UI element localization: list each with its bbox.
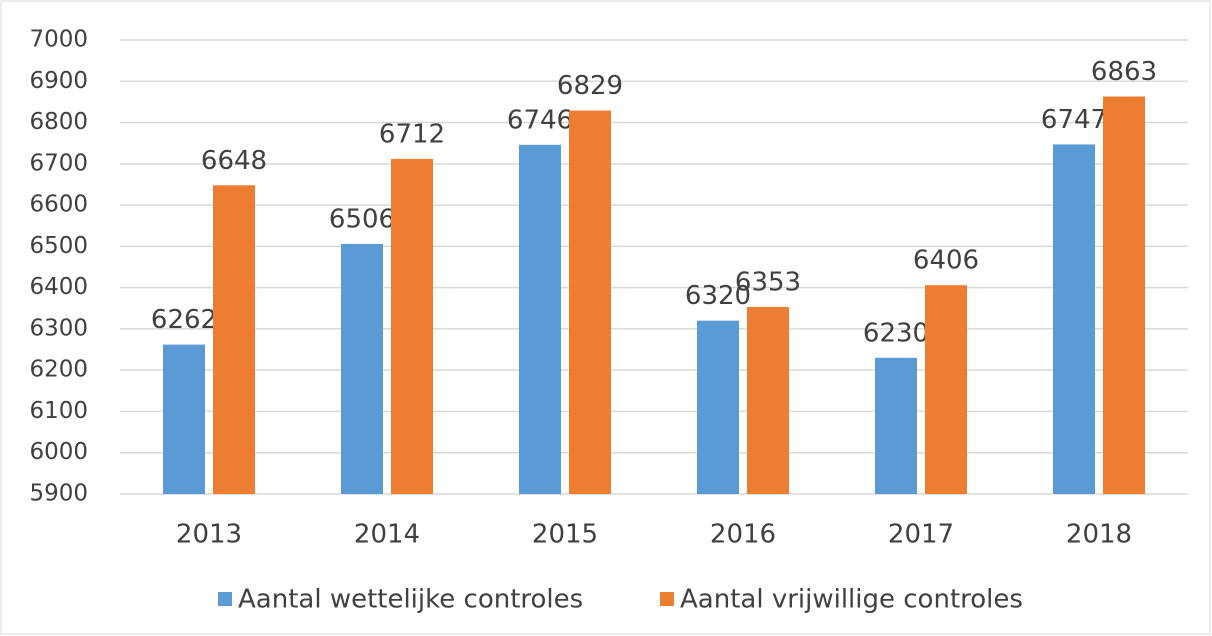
legend-label: Aantal wettelijke controles — [238, 585, 583, 615]
data-label: 6506 — [329, 204, 395, 234]
bar — [875, 357, 917, 494]
legend-swatch — [660, 592, 674, 606]
y-tick-label: 6800 — [29, 109, 88, 135]
data-label: 6320 — [685, 281, 751, 311]
data-label: 6406 — [913, 246, 979, 276]
y-tick-label: 6200 — [29, 357, 88, 383]
y-tick-label: 6600 — [29, 192, 88, 218]
data-label: 6747 — [1041, 105, 1107, 135]
bar — [163, 344, 205, 494]
bar — [1103, 96, 1145, 494]
bar — [391, 158, 433, 494]
bar — [747, 307, 789, 494]
y-tick-label: 6900 — [29, 68, 88, 94]
legend-label: Aantal vrijwillige controles — [680, 585, 1023, 615]
bar — [925, 285, 967, 494]
x-tick-label: 2014 — [354, 520, 420, 550]
x-tick-label: 2017 — [888, 520, 954, 550]
data-label: 6746 — [507, 105, 573, 135]
bar — [519, 144, 561, 494]
legend-swatch — [218, 592, 232, 606]
bar — [697, 320, 739, 494]
data-label: 6712 — [379, 119, 445, 149]
bar — [341, 243, 383, 494]
data-label: 6230 — [863, 318, 929, 348]
y-tick-label: 6000 — [29, 439, 88, 465]
data-label: 6863 — [1091, 57, 1157, 87]
data-label: 6829 — [557, 71, 623, 101]
x-tick-label: 2016 — [710, 520, 776, 550]
data-label: 6353 — [735, 268, 801, 298]
bar — [1053, 144, 1095, 495]
bar — [213, 185, 255, 494]
x-tick-label: 2015 — [532, 520, 598, 550]
y-tick-label: 6500 — [29, 233, 88, 259]
bar — [569, 110, 611, 495]
x-tick-label: 2013 — [176, 520, 242, 550]
data-label: 6262 — [151, 305, 217, 335]
y-tick-label: 7000 — [29, 27, 88, 53]
x-tick-label: 2018 — [1066, 520, 1132, 550]
y-tick-label: 6300 — [29, 315, 88, 341]
y-tick-label: 6100 — [29, 398, 88, 424]
y-tick-label: 5900 — [29, 481, 88, 507]
y-tick-label: 6400 — [29, 274, 88, 300]
data-label: 6648 — [201, 146, 267, 176]
y-tick-label: 6700 — [29, 150, 88, 176]
